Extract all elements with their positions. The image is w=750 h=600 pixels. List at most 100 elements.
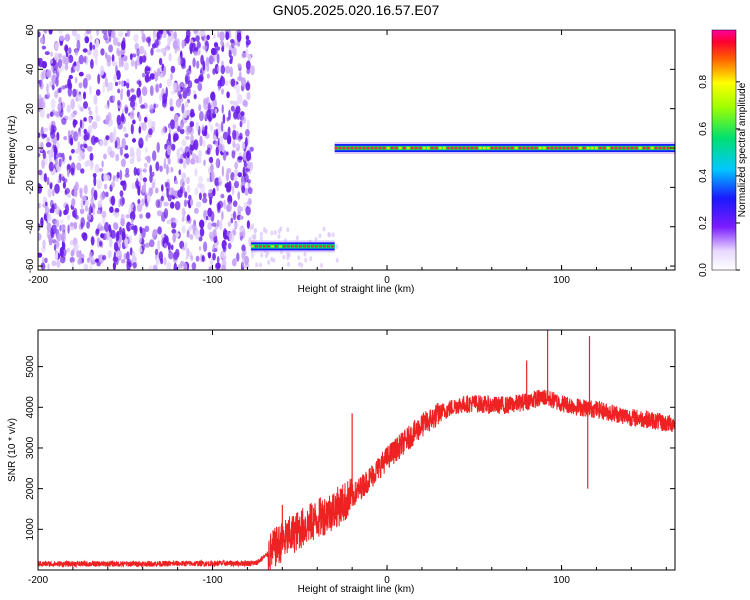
noise-blob: [226, 91, 230, 99]
tone-core: [366, 146, 370, 150]
tone-core: [658, 146, 662, 150]
noise-blob: [247, 135, 250, 145]
noise-blob: [38, 233, 42, 241]
noise-blob: [111, 181, 115, 189]
tone-core: [566, 146, 570, 150]
noise-blob: [225, 151, 229, 156]
noise-blob: [254, 228, 258, 234]
noise-blob: [246, 161, 251, 170]
noise-blob: [43, 173, 48, 183]
colorbar-gradient: [711, 29, 737, 271]
noise-blob: [42, 239, 46, 249]
noise-blob: [225, 41, 230, 48]
tone-core: [370, 146, 374, 150]
noise-blob: [93, 94, 98, 105]
noise-blob: [166, 261, 172, 270]
noise-blob: [92, 48, 99, 58]
noise-blob: [235, 83, 240, 95]
noise-blob: [170, 167, 174, 172]
noise-blob: [216, 53, 220, 64]
noise-blob: [331, 232, 335, 238]
tone-core: [462, 146, 466, 150]
noise-blob: [259, 236, 263, 242]
noise-blob: [71, 30, 77, 37]
noise-blob: [113, 222, 119, 230]
noise-blob: [229, 231, 235, 243]
noise-blob: [42, 150, 46, 160]
noise-blob: [68, 47, 72, 55]
noise-blob: [126, 251, 130, 261]
noise-blob: [99, 226, 105, 231]
noise-blob: [108, 32, 112, 43]
noise-blob: [206, 177, 211, 183]
noise-blob: [249, 146, 254, 152]
noise-blob: [220, 193, 225, 199]
noise-blob: [74, 77, 78, 84]
noise-blob: [149, 187, 154, 196]
colorbar-tick-label: 0.4: [698, 169, 709, 183]
noise-blob: [199, 111, 204, 122]
noise-blob: [303, 251, 307, 257]
noise-blob: [182, 112, 188, 118]
tone-core: [546, 146, 550, 150]
colorbar-tick-label: 0.2: [698, 216, 709, 230]
tone-core: [598, 146, 602, 150]
noise-blob: [53, 145, 58, 155]
noise-blob: [120, 158, 126, 168]
noise-blob: [51, 239, 57, 244]
noise-blob: [118, 80, 121, 85]
noise-blob: [116, 230, 120, 241]
noise-blob: [49, 111, 54, 117]
noise-blob: [39, 107, 45, 119]
noise-blob: [221, 251, 227, 259]
noise-blob: [89, 41, 93, 51]
noise-blob: [208, 55, 214, 65]
noise-blob: [65, 52, 69, 58]
noise-blob: [227, 201, 233, 213]
noise-blob: [287, 261, 291, 267]
tone-core: [450, 146, 454, 150]
noise-blob: [202, 60, 206, 71]
noise-blob: [248, 236, 252, 247]
tone-core: [294, 245, 298, 248]
tone-core: [526, 146, 530, 150]
noise-blob: [112, 95, 116, 102]
noise-blob: [144, 162, 148, 168]
noise-blob: [304, 257, 308, 263]
noise-blob: [66, 247, 70, 253]
noise-blob: [117, 42, 121, 47]
noise-blob: [120, 56, 124, 68]
noise-blob: [181, 63, 186, 70]
noise-blob: [68, 74, 74, 80]
noise-blob: [192, 57, 196, 68]
noise-blob: [60, 219, 64, 224]
noise-blob: [89, 160, 94, 171]
noise-blob: [179, 128, 185, 135]
noise-blob: [190, 113, 194, 118]
noise-blob: [167, 194, 172, 202]
noise-blob: [189, 234, 194, 240]
noise-blob: [191, 262, 197, 270]
noise-blob: [57, 58, 63, 69]
noise-blob: [105, 174, 111, 181]
noise-blob: [62, 242, 66, 250]
noise-blob: [114, 207, 120, 213]
noise-blob: [191, 153, 197, 160]
noise-blob: [138, 137, 144, 149]
noise-blob: [185, 125, 191, 136]
tone-core: [342, 146, 346, 150]
noise-blob: [335, 244, 339, 250]
noise-blob: [138, 45, 145, 55]
noise-blob: [55, 241, 60, 248]
noise-blob: [229, 66, 233, 78]
noise-blob: [119, 226, 122, 235]
noise-blob: [89, 263, 93, 270]
noise-blob: [90, 236, 95, 246]
noise-blob: [97, 237, 101, 243]
noise-blob: [242, 99, 248, 106]
noise-blob: [205, 56, 210, 67]
noise-blob: [96, 179, 102, 190]
tone-core: [562, 146, 566, 150]
noise-blob: [152, 229, 158, 236]
noise-blob: [74, 214, 79, 220]
